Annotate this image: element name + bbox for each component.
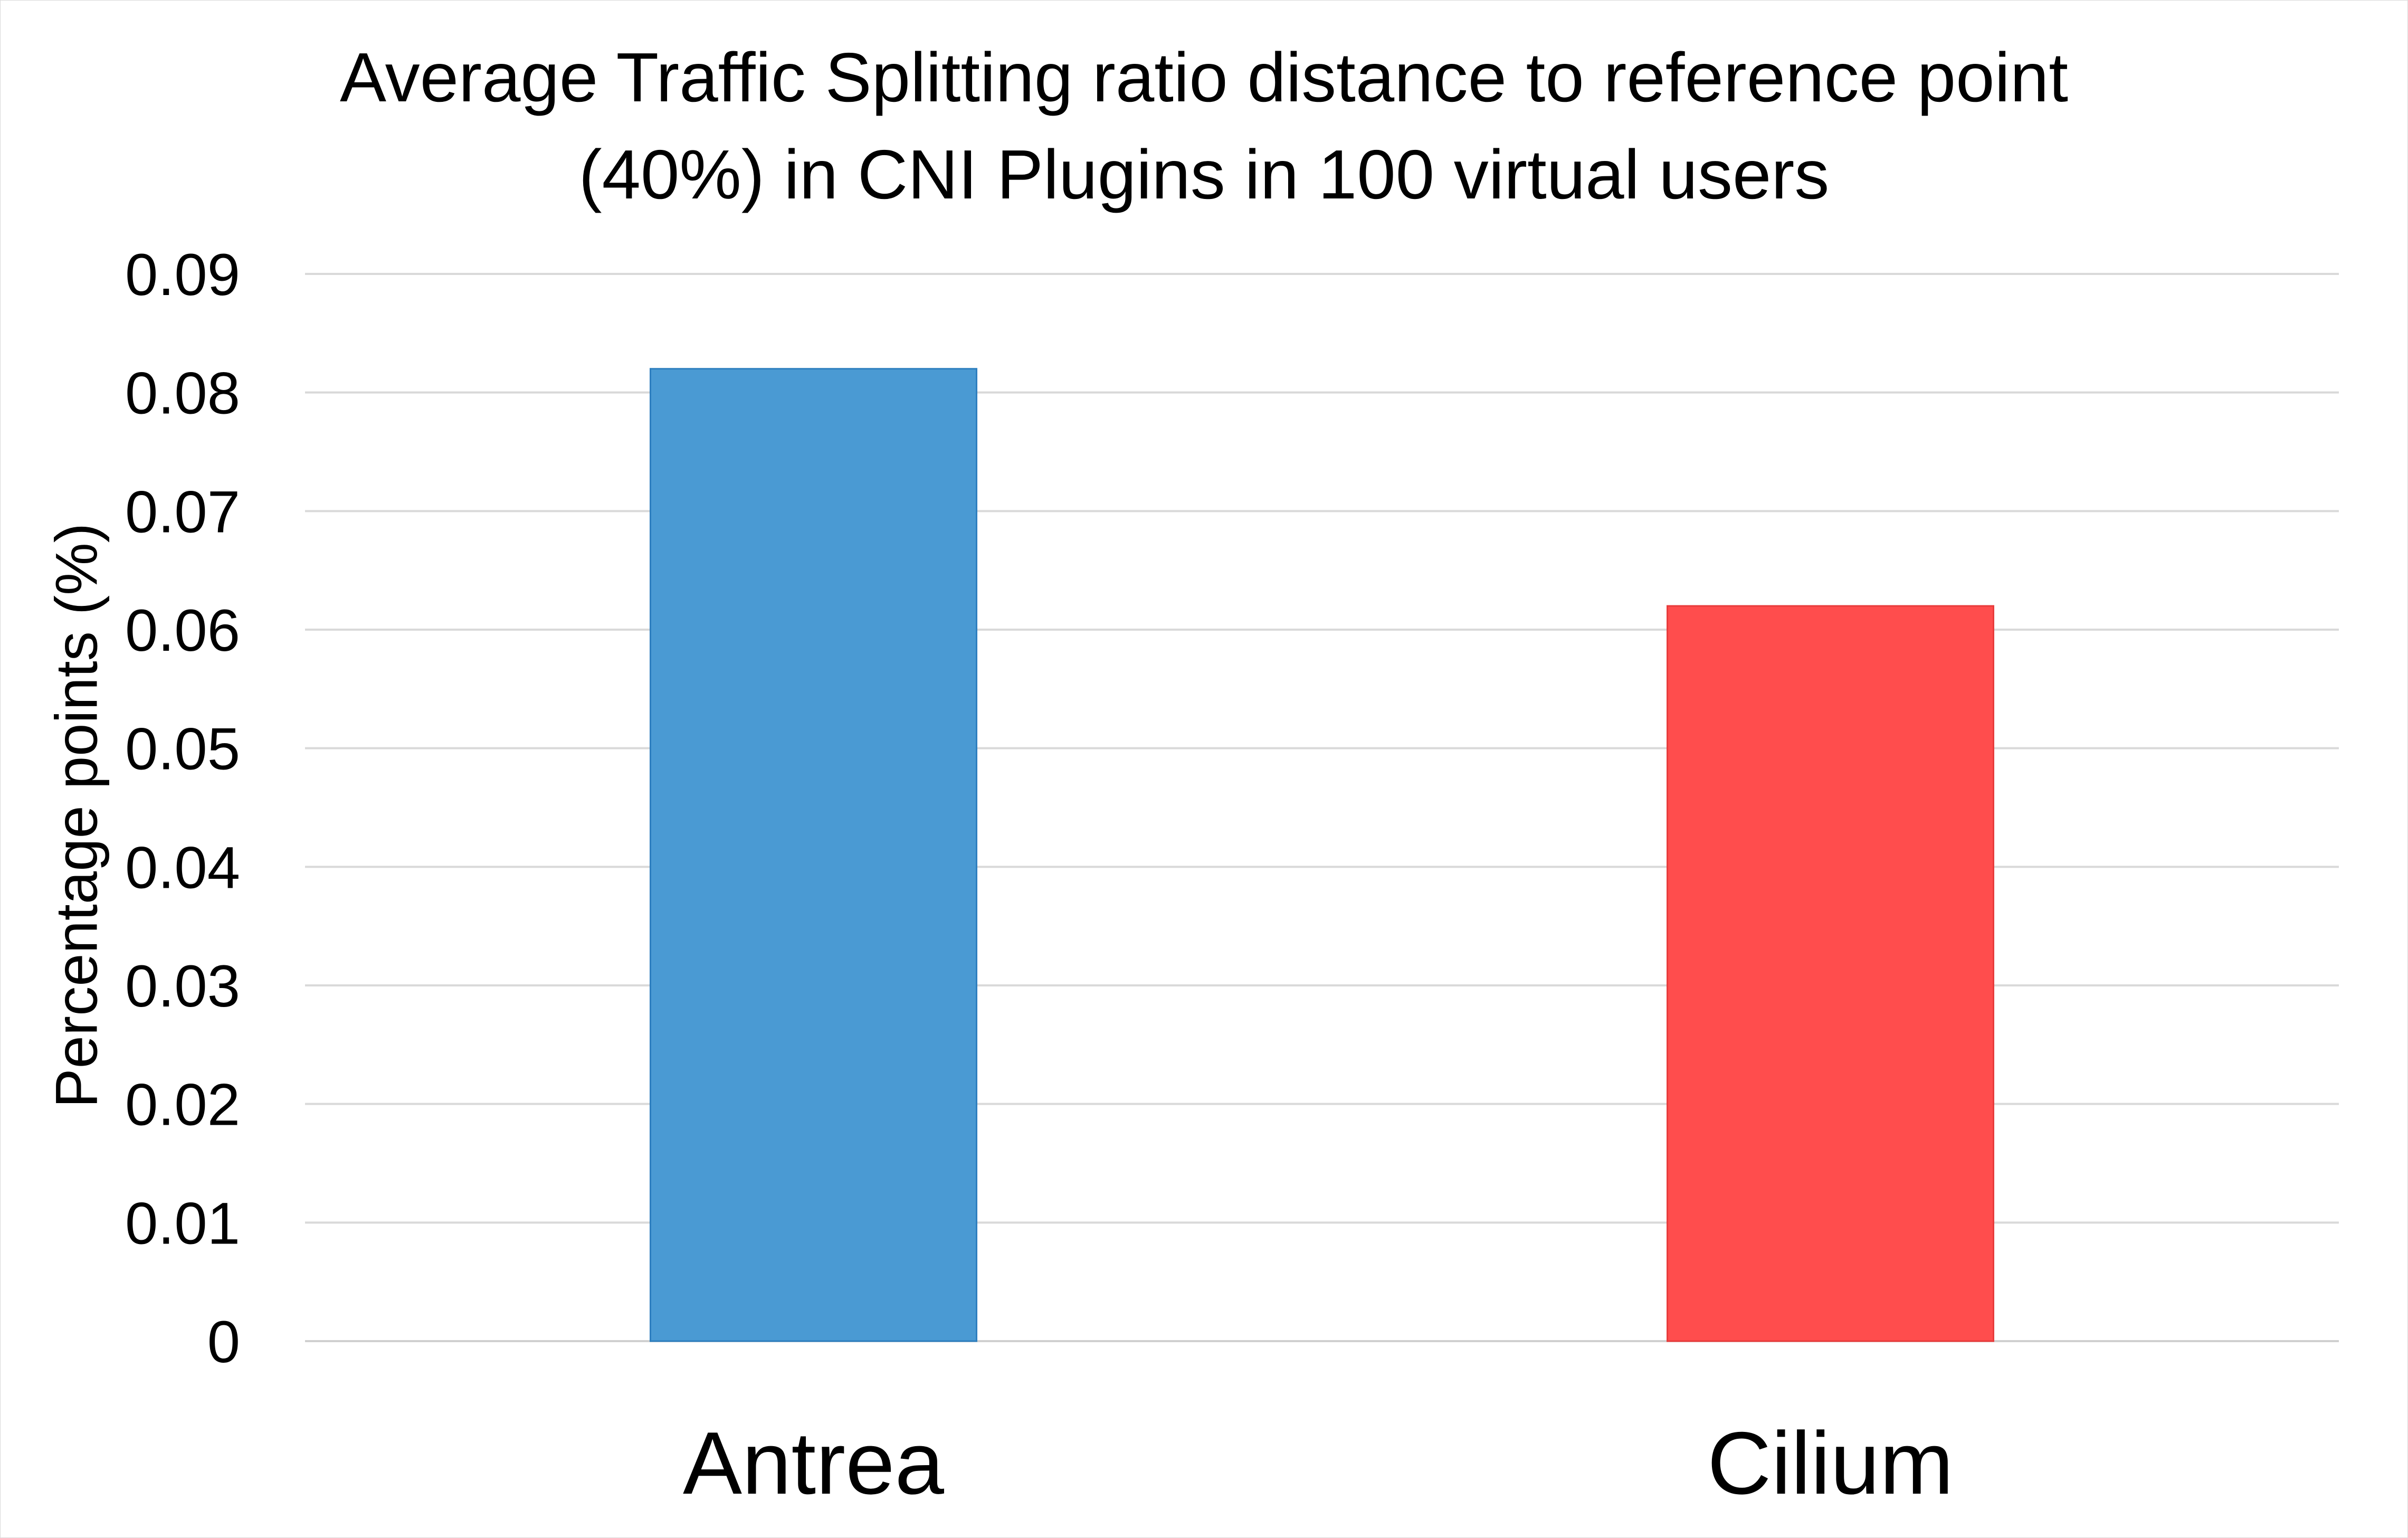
y-tick-label: 0.08 bbox=[125, 360, 240, 426]
y-tick-label: 0.07 bbox=[125, 479, 240, 545]
y-tick-label: 0.09 bbox=[125, 242, 240, 308]
bar-antrea bbox=[650, 368, 977, 1342]
bars bbox=[650, 368, 1994, 1342]
chart-title-line-2: (40%) in CNI Plugins in 100 virtual user… bbox=[578, 136, 1830, 213]
x-tick-labels: Antrea Cilium bbox=[683, 1413, 1954, 1513]
y-tick-label: 0 bbox=[207, 1309, 240, 1375]
y-tick-label: 0.05 bbox=[125, 716, 240, 782]
y-tick-label: 0.03 bbox=[125, 953, 240, 1019]
y-tick-labels: 0 0.01 0.02 0.03 0.04 0.05 0.06 0.07 0.08 0.09 bbox=[125, 242, 240, 1375]
x-tick-label: Cilium bbox=[1707, 1413, 1954, 1513]
x-tick-label: Antrea bbox=[683, 1413, 945, 1513]
y-tick-label: 0.06 bbox=[125, 597, 240, 663]
chart-title: Average Traffic Splitting ratio distance… bbox=[0, 29, 2408, 223]
chart-title-line-1: Average Traffic Splitting ratio distance… bbox=[340, 39, 2068, 116]
gridlines bbox=[305, 273, 2339, 1342]
y-axis-label: Percentage points (%) bbox=[43, 523, 110, 1108]
y-tick-label: 0.04 bbox=[125, 834, 240, 900]
y-tick-label: 0.01 bbox=[125, 1190, 240, 1256]
bar-cilium bbox=[1667, 605, 1994, 1342]
y-tick-label: 0.02 bbox=[125, 1072, 240, 1138]
